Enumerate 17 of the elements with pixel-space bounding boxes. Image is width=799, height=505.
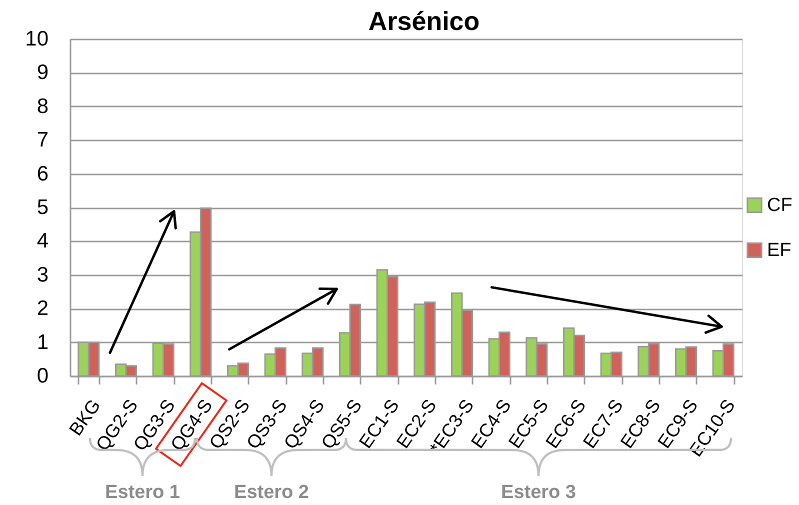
y-tick-label: 2: [36, 297, 48, 320]
text: Estero 3: [501, 482, 576, 503]
y-tick-label: 4: [36, 230, 49, 253]
y-tick-label: 10: [25, 28, 48, 50]
y-tick-label: 9: [36, 61, 48, 84]
y-tick-label: 6: [36, 162, 48, 186]
y-tick-label: 0: [36, 364, 48, 388]
y-tick-label: 1: [36, 330, 48, 354]
legend-label: EF: [767, 240, 792, 262]
y-tick-label: 8: [36, 94, 48, 118]
y-tick-label: 5: [36, 196, 48, 219]
text: Estero 1: [105, 482, 180, 503]
y-tick-label: 7: [36, 128, 48, 152]
y-tick-label: 3: [36, 263, 48, 286]
chart-title: Arsénico: [368, 6, 480, 36]
legend-label: CF: [767, 195, 792, 216]
text: Estero 2: [234, 482, 309, 503]
